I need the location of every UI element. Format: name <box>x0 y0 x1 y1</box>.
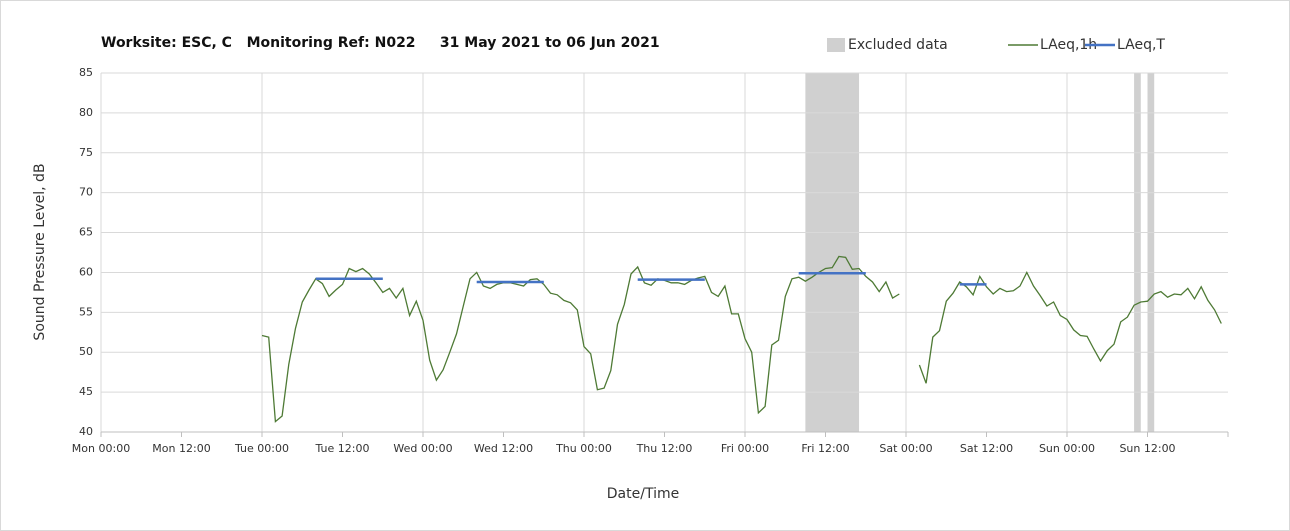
legend-swatch <box>827 38 845 52</box>
x-tick-label: Mon 12:00 <box>152 442 210 455</box>
x-tick-label: Wed 00:00 <box>393 442 452 455</box>
x-tick-label: Tue 00:00 <box>234 442 289 455</box>
x-axis-title: Date/Time <box>607 486 679 502</box>
y-tick-label: 65 <box>79 226 93 239</box>
x-tick-label: Tue 12:00 <box>315 442 370 455</box>
x-tick-label: Thu 12:00 <box>636 442 693 455</box>
y-tick-label: 40 <box>79 425 93 438</box>
legend-label: Excluded data <box>848 37 948 53</box>
series-line <box>315 271 987 286</box>
legend-label: LAeq,T <box>1117 37 1165 53</box>
x-tick-label: Mon 00:00 <box>72 442 130 455</box>
series-line <box>261 255 1222 423</box>
x-tick-label: Fri 12:00 <box>801 442 849 455</box>
excluded-band <box>1147 73 1155 432</box>
y-tick-label: 45 <box>79 385 93 398</box>
y-tick-label: 85 <box>79 66 93 79</box>
x-tick-label: Sun 00:00 <box>1039 442 1095 455</box>
legend-label: LAeq,1h <box>1040 37 1097 53</box>
x-tick-label: Fri 00:00 <box>721 442 769 455</box>
y-tick-label: 60 <box>79 265 93 278</box>
x-tick-label: Sun 12:00 <box>1119 442 1175 455</box>
y-tick-label: 55 <box>79 305 93 318</box>
y-tick-label: 75 <box>79 146 93 159</box>
y-axis-title: Sound Pressure Level, dB <box>32 163 48 340</box>
y-tick-label: 50 <box>79 345 93 358</box>
y-tick-label: 70 <box>79 186 93 199</box>
x-tick-label: Thu 00:00 <box>555 442 612 455</box>
x-tick-label: Sat 00:00 <box>879 442 932 455</box>
chart-title: Worksite: ESC, C Monitoring Ref: N022 31… <box>101 35 660 51</box>
x-tick-label: Wed 12:00 <box>474 442 533 455</box>
y-tick-label: 80 <box>79 106 93 119</box>
excluded-band <box>805 73 860 432</box>
x-tick-label: Sat 12:00 <box>960 442 1013 455</box>
excluded-band <box>1134 73 1141 432</box>
